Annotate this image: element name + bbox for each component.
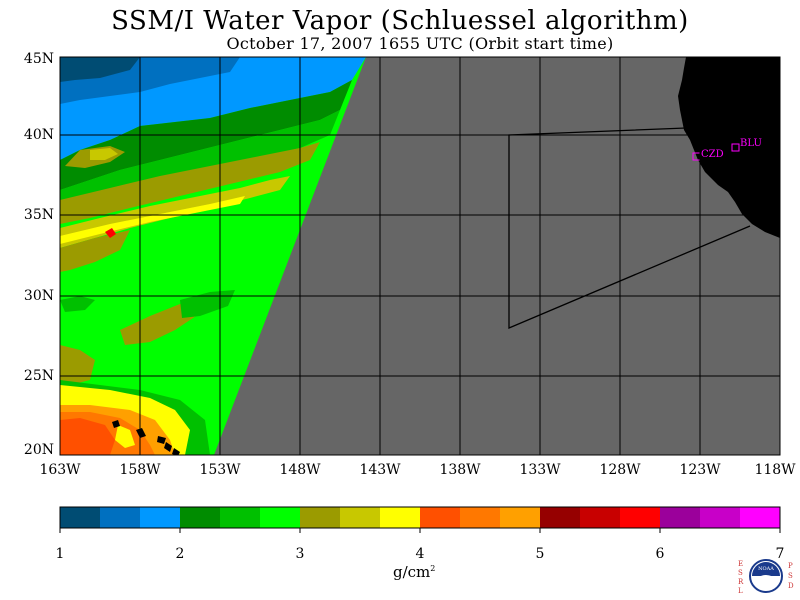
logo-letter-d: D [788, 582, 794, 590]
land-mass [678, 57, 780, 238]
colorbar-swatch [340, 507, 380, 528]
lon-label-143w: 143W [359, 462, 401, 478]
colorbar-swatch [300, 507, 340, 528]
lat-label-20n: 20N [23, 442, 54, 458]
lat-label-25n: 25N [23, 368, 54, 384]
unit-text: g/cm [393, 563, 431, 581]
lat-label-35n: 35N [23, 207, 54, 223]
colorbar-swatch [140, 507, 180, 528]
colorbar [59, 507, 781, 533]
colorbar-swatch [100, 507, 140, 528]
colorbar-swatch [540, 507, 580, 528]
logo-letter-l: L [738, 587, 743, 595]
lon-label-163w: 163W [39, 462, 81, 478]
colorbar-tick-4: 4 [415, 546, 425, 562]
colorbar-swatch [220, 507, 260, 528]
colorbar-swatch [460, 507, 500, 528]
colorbar-swatch [700, 507, 740, 528]
lon-label-148w: 148W [279, 462, 321, 478]
map-title: SSM/I Water Vapor (Schluessel algorithm) [111, 6, 689, 36]
colorbar-tick-1: 1 [55, 546, 65, 562]
colorbar-swatch [660, 507, 700, 528]
map-subtitle: October 17, 2007 1655 UTC (Orbit start t… [226, 34, 614, 53]
noaa-logo: E S R L NOAA P S D [738, 559, 794, 595]
lon-label-123w: 123W [679, 462, 721, 478]
colorbar-tick-5: 5 [535, 546, 545, 562]
colorbar-tick-6: 6 [655, 546, 665, 562]
lon-label-118w: 118W [754, 462, 796, 478]
flight-track [508, 127, 751, 329]
lat-label-40n: 40N [23, 127, 54, 143]
logo-letter-p: P [788, 562, 793, 570]
colorbar-swatch [420, 507, 460, 528]
colorbar-unit: g/cm2 [393, 563, 435, 581]
logo-letter-e: E [738, 560, 743, 568]
colorbar-swatch [60, 507, 100, 528]
unit-superscript: 2 [430, 564, 436, 573]
colorbar-frame [59, 506, 781, 529]
colorbar-swatch [500, 507, 540, 528]
logo-letter-r: R [738, 578, 744, 586]
colorbar-swatch [180, 507, 220, 528]
station-label-blu: BLU [740, 138, 762, 149]
station-label-czd: CZD [701, 149, 724, 160]
station-marker-blu [731, 143, 740, 152]
logo-letter-s1: S [738, 569, 743, 577]
map-frame [59, 56, 781, 456]
colorbar-swatch [260, 507, 300, 528]
logo-letter-s2: S [788, 572, 793, 580]
lat-label-45n: 45N [23, 51, 54, 67]
colorbar-tick-3: 3 [295, 546, 305, 562]
colorbar-swatch [740, 507, 780, 528]
colorbar-swatch [580, 507, 620, 528]
map-grid [60, 57, 780, 455]
colorbar-swatch [380, 507, 420, 528]
colorbar-swatch [620, 507, 660, 528]
lon-label-153w: 153W [199, 462, 241, 478]
lat-label-30n: 30N [23, 288, 54, 304]
lon-label-128w: 128W [599, 462, 641, 478]
colorbar-tick-7: 7 [775, 546, 785, 562]
lon-label-133w: 133W [519, 462, 561, 478]
logo-noaa-text: NOAA [758, 566, 774, 572]
lon-label-158w: 158W [119, 462, 161, 478]
lon-label-138w: 138W [439, 462, 481, 478]
colorbar-tick-2: 2 [175, 546, 185, 562]
